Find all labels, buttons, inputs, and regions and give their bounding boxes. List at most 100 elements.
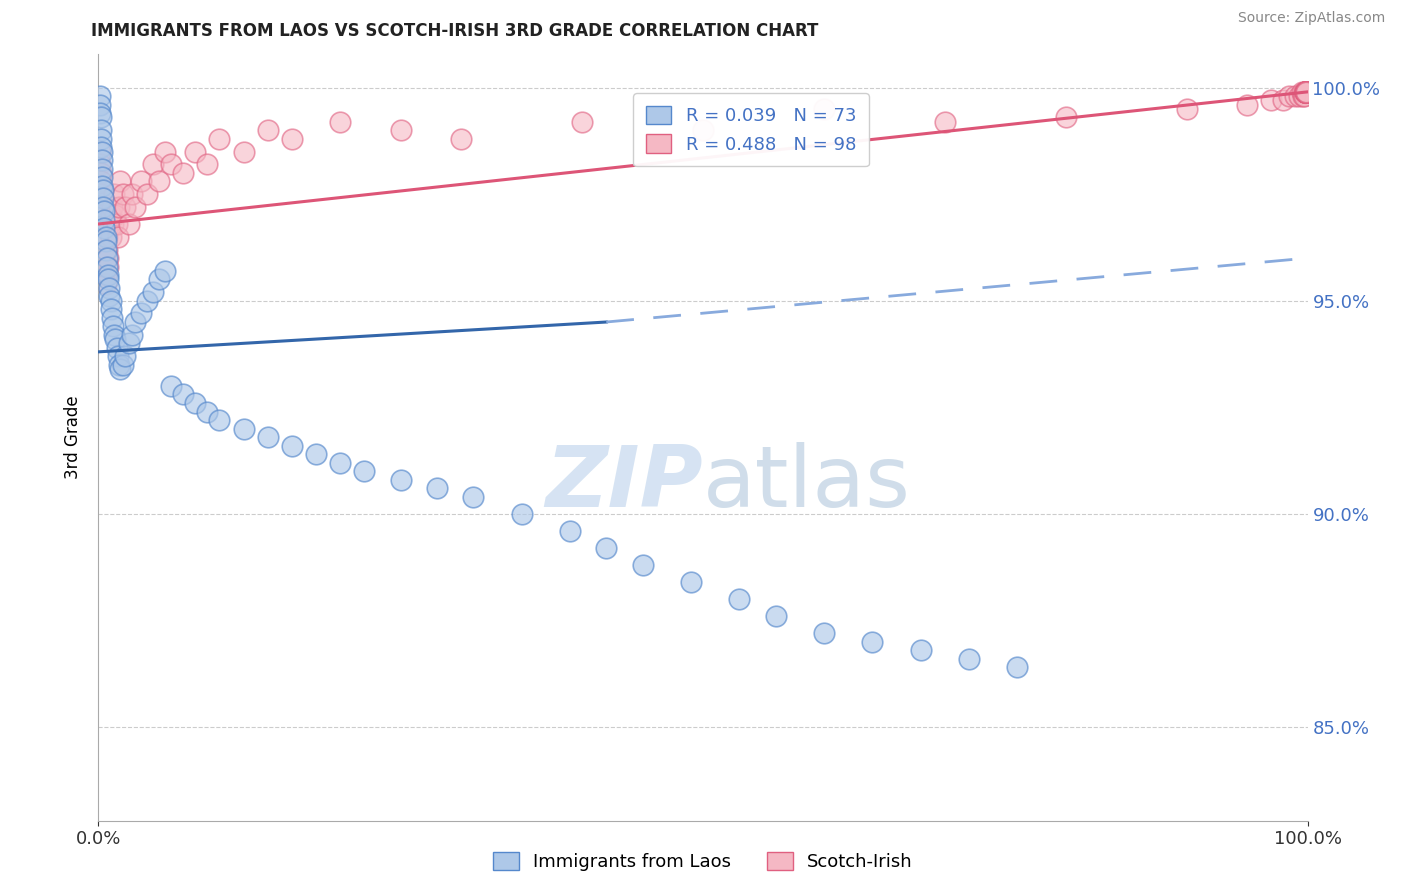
Point — [1054, 111, 1077, 125]
Point — [91, 243, 114, 257]
Point — [1295, 85, 1317, 99]
Point — [1291, 85, 1313, 99]
Point — [184, 145, 207, 159]
Point — [1295, 85, 1317, 99]
Point — [91, 217, 114, 231]
Point — [93, 221, 115, 235]
Point — [1295, 85, 1317, 99]
Point — [111, 358, 134, 372]
Point — [1294, 85, 1316, 99]
Point — [1288, 89, 1310, 103]
Legend: Immigrants from Laos, Scotch-Irish: Immigrants from Laos, Scotch-Irish — [486, 845, 920, 879]
Point — [118, 336, 141, 351]
Point — [100, 229, 122, 244]
Point — [121, 187, 143, 202]
Legend: R = 0.039   N = 73, R = 0.488   N = 98: R = 0.039 N = 73, R = 0.488 N = 98 — [634, 94, 869, 166]
Point — [98, 281, 121, 295]
Point — [1292, 85, 1315, 99]
Point — [1295, 85, 1317, 99]
Point — [1295, 85, 1317, 99]
Point — [208, 132, 231, 146]
Text: IMMIGRANTS FROM LAOS VS SCOTCH-IRISH 3RD GRADE CORRELATION CHART: IMMIGRANTS FROM LAOS VS SCOTCH-IRISH 3RD… — [91, 22, 818, 40]
Point — [1295, 85, 1317, 99]
Point — [91, 209, 114, 223]
Point — [1295, 85, 1317, 99]
Point — [91, 234, 114, 248]
Point — [1260, 94, 1282, 108]
Point — [135, 293, 157, 308]
Point — [91, 200, 114, 214]
Point — [595, 541, 617, 555]
Point — [97, 251, 120, 265]
Point — [1292, 89, 1315, 103]
Point — [93, 204, 115, 219]
Point — [107, 229, 129, 244]
Point — [121, 327, 143, 342]
Point — [103, 327, 125, 342]
Point — [160, 157, 183, 171]
Point — [389, 473, 412, 487]
Point — [1295, 85, 1317, 99]
Point — [172, 166, 194, 180]
Point — [104, 332, 127, 346]
Point — [100, 200, 122, 214]
Point — [389, 123, 412, 137]
Point — [104, 209, 127, 223]
Point — [1007, 660, 1029, 674]
Point — [94, 277, 117, 291]
Point — [101, 217, 124, 231]
Point — [860, 634, 883, 648]
Point — [463, 490, 485, 504]
Point — [96, 251, 118, 265]
Point — [100, 302, 122, 317]
Point — [571, 114, 593, 128]
Point — [93, 260, 115, 274]
Point — [114, 349, 136, 363]
Point — [94, 243, 117, 257]
Point — [94, 234, 117, 248]
Point — [450, 132, 472, 146]
Point — [1295, 85, 1317, 99]
Point — [91, 145, 114, 159]
Point — [89, 157, 111, 171]
Point — [94, 229, 117, 244]
Point — [957, 651, 980, 665]
Point — [160, 379, 183, 393]
Point — [1292, 89, 1315, 103]
Point — [728, 592, 751, 607]
Point — [1295, 85, 1317, 99]
Point — [90, 166, 112, 180]
Point — [1295, 85, 1317, 99]
Point — [184, 396, 207, 410]
Point — [1295, 85, 1317, 99]
Point — [96, 260, 118, 274]
Point — [153, 264, 176, 278]
Point — [135, 187, 157, 202]
Point — [1294, 85, 1316, 99]
Point — [91, 170, 114, 185]
Point — [1236, 97, 1258, 112]
Point — [426, 481, 449, 495]
Point — [91, 226, 114, 240]
Point — [692, 123, 714, 137]
Point — [105, 217, 128, 231]
Point — [256, 430, 278, 444]
Point — [256, 123, 278, 137]
Point — [1295, 85, 1317, 99]
Point — [98, 217, 121, 231]
Point — [108, 174, 131, 188]
Point — [107, 349, 129, 363]
Point — [1278, 89, 1301, 103]
Point — [172, 387, 194, 401]
Point — [89, 97, 111, 112]
Point — [98, 289, 121, 303]
Point — [1295, 85, 1317, 99]
Point — [111, 187, 134, 202]
Point — [91, 191, 114, 205]
Point — [232, 421, 254, 435]
Point — [89, 89, 111, 103]
Text: atlas: atlas — [703, 442, 911, 524]
Point — [910, 643, 932, 657]
Point — [1295, 85, 1317, 99]
Point — [108, 362, 131, 376]
